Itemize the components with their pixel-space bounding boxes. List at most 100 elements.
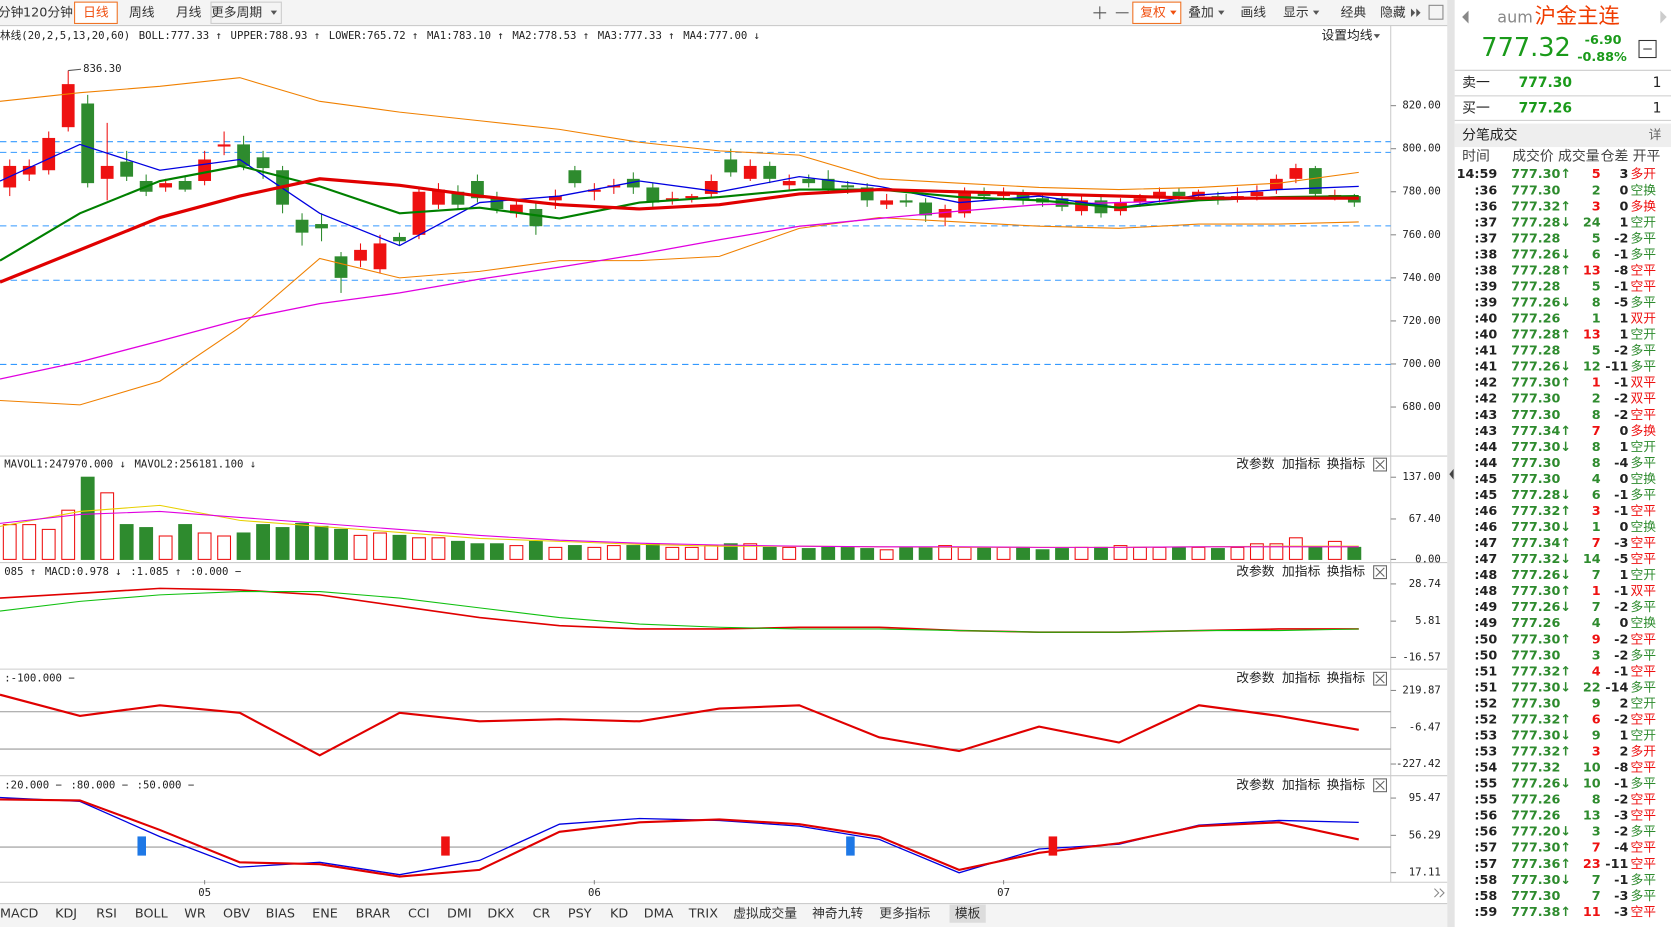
zoom-in[interactable] xyxy=(1093,6,1107,20)
indicator-tab[interactable]: 神奇九转 xyxy=(812,906,863,922)
period-button[interactable]: 周线 xyxy=(129,5,155,20)
indicator-tab[interactable]: ENE xyxy=(312,907,338,922)
candle-body xyxy=(1289,168,1303,179)
volume-bar xyxy=(158,535,173,560)
trade-oi-change: -4 xyxy=(1614,456,1628,471)
candle-body xyxy=(1133,198,1147,203)
indicator-tab[interactable]: 模板 xyxy=(955,907,981,922)
panel-button[interactable]: 换指标 xyxy=(1327,671,1366,686)
panel-button[interactable]: 加指标 xyxy=(1282,565,1321,580)
period-button[interactable]: 分钟 xyxy=(0,4,23,20)
period-button[interactable]: 120分钟 xyxy=(23,4,73,20)
indicator-header: BOLL:777.33 ↑ xyxy=(139,29,222,42)
panel-button[interactable]: 改参数 xyxy=(1236,670,1275,686)
trade-oi-change: -8 xyxy=(1614,761,1628,776)
panel-button[interactable]: 换指标 xyxy=(1327,457,1366,472)
panel-button[interactable]: 改参数 xyxy=(1236,456,1275,472)
indicator-tab[interactable]: KD xyxy=(610,907,628,922)
panel-close[interactable] xyxy=(1373,565,1387,580)
indicator-tab[interactable]: CR xyxy=(532,907,550,922)
candle-body xyxy=(802,178,816,184)
indicator-tab[interactable]: 更多指标 xyxy=(879,907,930,922)
period-button[interactable]: 月线 xyxy=(176,5,202,20)
indicator-tab[interactable]: BRAR xyxy=(356,907,391,922)
trade-volume: 7 xyxy=(1592,600,1601,615)
panel-button[interactable]: 改参数 xyxy=(1236,777,1275,793)
volume-bar xyxy=(197,532,212,560)
ma-setting[interactable]: 设置均线 xyxy=(1321,29,1372,44)
scroll-right[interactable] xyxy=(1434,888,1445,898)
panel-close[interactable] xyxy=(1373,778,1387,793)
tool-button[interactable]: 叠加 xyxy=(1188,5,1214,20)
indicator-tab[interactable]: RSI xyxy=(96,907,117,922)
trade-time: :48 xyxy=(1474,584,1497,599)
period-button[interactable]: 更多周期 xyxy=(211,5,262,20)
trade-oi-change: -3 xyxy=(1614,809,1628,824)
trade-oi-change: 1 xyxy=(1619,312,1628,327)
trade-type: 空平 xyxy=(1631,809,1657,824)
tool-button[interactable]: 经典 xyxy=(1341,5,1367,20)
volume-bar xyxy=(1016,546,1030,560)
indicator-tab[interactable]: PSY xyxy=(568,907,592,922)
tool-button[interactable]: 隐藏 xyxy=(1380,5,1406,20)
period-button[interactable]: 日线 xyxy=(83,5,109,20)
candle-body xyxy=(217,144,231,147)
panel-close[interactable] xyxy=(1373,671,1387,686)
indicator-tab[interactable]: TRIX xyxy=(688,907,718,922)
panel-button[interactable]: 换指标 xyxy=(1327,565,1366,580)
indicator-tab[interactable]: 虚拟成交量 xyxy=(733,906,797,922)
volume-bar xyxy=(275,527,290,560)
indicator-tab[interactable]: MACD xyxy=(0,907,38,922)
indicator-tab[interactable]: BIAS xyxy=(266,907,295,922)
tool-button[interactable]: 显示 xyxy=(1283,5,1309,20)
indicator-header: :50.000 − xyxy=(137,778,195,791)
panel-close[interactable] xyxy=(1373,457,1387,472)
y-tick-label: 219.87 xyxy=(1402,683,1440,696)
trade-type: 空平 xyxy=(1631,408,1657,423)
panel-button[interactable]: 加指标 xyxy=(1282,671,1321,686)
trade-oi-change: 2 xyxy=(1619,745,1628,760)
trades-detail[interactable]: 详 xyxy=(1649,128,1662,143)
trade-volume: 7 xyxy=(1592,889,1601,904)
next-arrow[interactable] xyxy=(1660,10,1667,24)
panel-button[interactable]: 加指标 xyxy=(1282,778,1321,793)
panel-button[interactable]: 换指标 xyxy=(1327,778,1366,793)
y-tick-label: 17.11 xyxy=(1409,866,1441,879)
candle-body xyxy=(568,170,582,184)
indicator-tab[interactable]: DMI xyxy=(447,907,472,922)
trade-type: 空换 xyxy=(1631,183,1657,198)
prev-arrow[interactable] xyxy=(1462,10,1469,24)
trade-type: 多平 xyxy=(1631,600,1657,615)
trade-type: 多平 xyxy=(1631,777,1657,792)
indicator-tab[interactable]: OBV xyxy=(223,907,250,922)
indicator-tab[interactable]: BOLL xyxy=(135,907,169,922)
tool-button[interactable]: 复权 xyxy=(1140,4,1166,20)
trade-price: 777.28 xyxy=(1511,231,1560,246)
indicator-tab[interactable]: KDJ xyxy=(55,907,77,922)
trade-price: 777.32↑ xyxy=(1511,712,1571,727)
indicator-tab[interactable]: DKX xyxy=(487,907,514,922)
collapse-box[interactable] xyxy=(1638,39,1657,59)
volume-bar xyxy=(957,546,972,560)
panel-button[interactable]: 加指标 xyxy=(1282,457,1321,472)
tool-button[interactable]: 画线 xyxy=(1240,5,1266,20)
indicator-tab[interactable]: CCI xyxy=(408,907,430,922)
trade-volume: 6 xyxy=(1592,712,1601,727)
trade-oi-change: -1 xyxy=(1614,777,1628,792)
volume-bar xyxy=(977,546,992,560)
trade-price: 777.28↓ xyxy=(1511,215,1571,230)
candle-body xyxy=(315,224,328,229)
volume-bar xyxy=(22,524,37,560)
trade-price: 777.38↑ xyxy=(1511,905,1571,920)
trade-time: :50 xyxy=(1474,648,1497,663)
indicator-tab[interactable]: DMA xyxy=(644,907,674,922)
trade-price: 777.30↑ xyxy=(1511,167,1571,182)
indicator-tab[interactable]: WR xyxy=(184,907,206,922)
trade-time: :54 xyxy=(1474,761,1497,776)
candle-body xyxy=(1192,191,1205,197)
trade-volume: 14 xyxy=(1583,552,1601,567)
drawn-lines xyxy=(0,141,1391,365)
expand-icon[interactable] xyxy=(1428,4,1444,20)
panel-button[interactable]: 改参数 xyxy=(1236,564,1275,580)
trade-type: 空平 xyxy=(1631,664,1657,679)
